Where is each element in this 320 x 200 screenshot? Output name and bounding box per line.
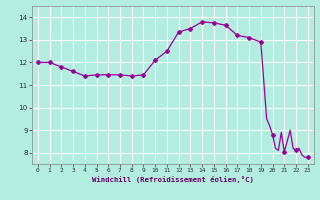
X-axis label: Windchill (Refroidissement éolien,°C): Windchill (Refroidissement éolien,°C)	[92, 176, 254, 183]
